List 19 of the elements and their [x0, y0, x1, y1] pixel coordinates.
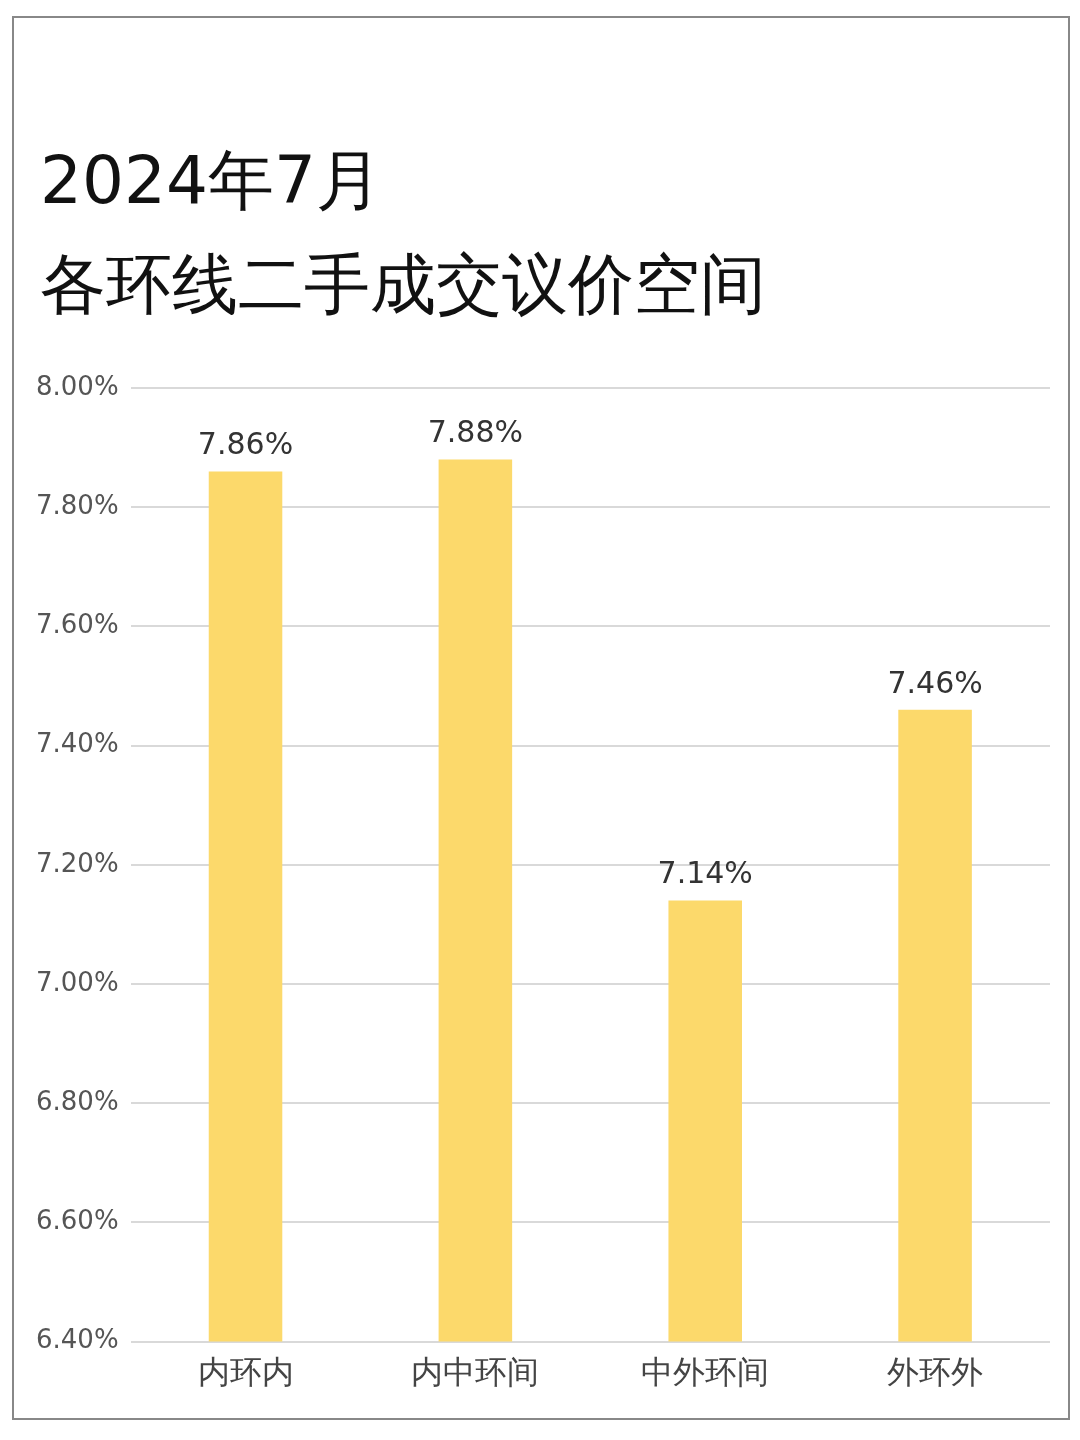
y-tick-label: 6.60% — [35, 1205, 119, 1236]
x-tick-label: 外环外 — [887, 1353, 984, 1392]
y-tick-label: 7.20% — [35, 847, 119, 878]
x-tick-label: 内中环间 — [411, 1353, 540, 1392]
y-tick-label: 7.00% — [35, 966, 119, 997]
y-tick-label: 7.60% — [35, 609, 119, 640]
y-tick-label: 7.80% — [35, 489, 119, 520]
y-tick-label: 8.00% — [35, 370, 119, 401]
x-tick-label: 内环内 — [197, 1353, 294, 1392]
y-tick-label: 6.80% — [35, 1085, 119, 1116]
chart-title: 2024年7月 — [40, 141, 382, 221]
data-label: 7.46% — [887, 664, 983, 700]
x-tick-label: 中外环间 — [641, 1353, 770, 1392]
data-label: 7.14% — [657, 855, 753, 891]
data-label: 7.88% — [427, 414, 524, 450]
data-label: 7.86% — [197, 426, 294, 462]
y-tick-label: 6.40% — [35, 1324, 119, 1355]
chart-subtitle: 各环线二手成交议价空间 — [40, 245, 766, 325]
y-tick-label: 7.40% — [35, 728, 119, 759]
